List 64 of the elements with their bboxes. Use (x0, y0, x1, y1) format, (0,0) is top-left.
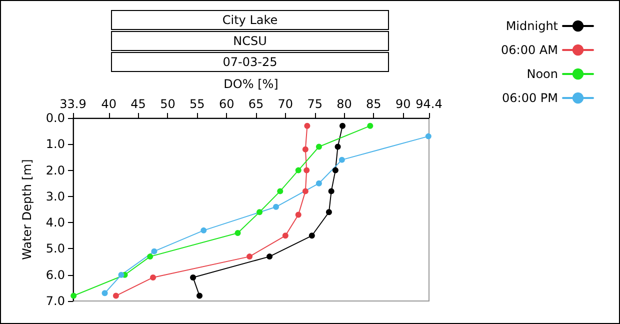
point (308, 232, 315, 239)
point (200, 227, 207, 234)
x-tick-label: 70 (278, 97, 294, 111)
point (334, 144, 341, 150)
point (246, 254, 253, 260)
y-axis-title: Water Depth [m] (20, 159, 34, 260)
x-tick-label: 45 (130, 97, 146, 111)
point (190, 274, 196, 280)
point (273, 204, 280, 210)
point (316, 180, 322, 186)
point (295, 167, 302, 174)
chart-subtitle: NCSU (111, 31, 389, 51)
point (326, 209, 332, 216)
point (340, 122, 346, 129)
point (282, 232, 288, 239)
point (425, 133, 432, 140)
y-tick-label: 3.0 (46, 189, 65, 204)
text: 07-03-25 (111, 52, 389, 72)
point (118, 272, 124, 278)
point (316, 144, 322, 150)
y-tick-label: 7.0 (46, 294, 65, 308)
x-tick-label: 50 (160, 97, 176, 111)
x-tick-label: 90 (395, 97, 411, 111)
x-tick-label: 40 (101, 97, 117, 111)
x-tick-label: 85 (366, 97, 382, 111)
point (277, 188, 284, 194)
point (196, 292, 203, 299)
y-tick-label: 6.0 (46, 268, 65, 282)
point (367, 122, 374, 129)
x-tick-label: 55 (190, 97, 205, 111)
point (332, 167, 338, 174)
y-tick-label: 5.0 (46, 242, 65, 256)
x-axis-title: DO% [%] (224, 77, 278, 91)
point (304, 122, 310, 129)
y-tick-label: 1.0 (46, 137, 65, 152)
point (302, 146, 308, 152)
x-tick-label: 80 (336, 97, 352, 111)
point (304, 167, 310, 174)
point (302, 188, 308, 194)
y-tick-label: 4.0 (46, 216, 65, 230)
point (328, 188, 334, 194)
point (338, 156, 345, 163)
point (151, 248, 158, 254)
x-tick-label: 94.4 (416, 97, 442, 111)
x-tick-label: 33.9 (60, 97, 86, 111)
legend-label: Noon (526, 67, 558, 81)
point (150, 274, 156, 280)
y-tick-label: 0.0 (46, 111, 65, 125)
x-tick-label: 65 (248, 97, 264, 111)
y-tick-label: 2.0 (46, 163, 65, 178)
point (256, 209, 263, 216)
legend-label: 06:00 PM (502, 91, 558, 105)
point (234, 230, 241, 236)
legend-label: 06:00 AM (501, 43, 558, 57)
point (112, 292, 119, 299)
point (70, 292, 77, 299)
point (102, 290, 108, 296)
x-tick-label: 75 (307, 97, 322, 111)
x-tick-label: 60 (218, 97, 234, 111)
point (147, 254, 154, 260)
legend-label: Midnight (506, 19, 558, 33)
chart-title: City Lake (111, 10, 389, 30)
point (266, 254, 273, 260)
point (295, 212, 302, 218)
